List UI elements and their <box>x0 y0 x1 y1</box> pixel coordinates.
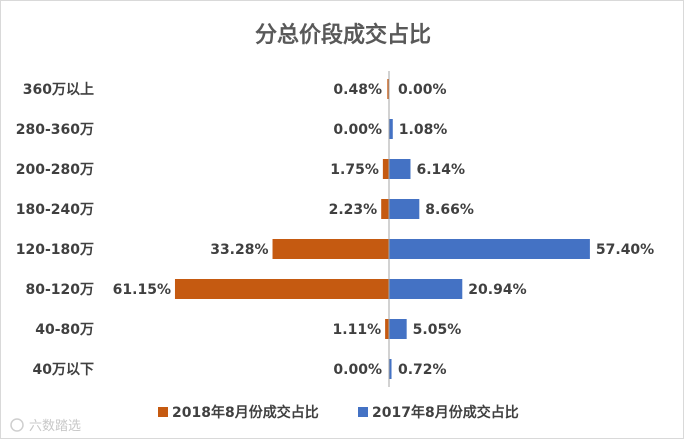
bar-2018 <box>387 79 389 99</box>
legend-swatch-2018 <box>158 407 168 417</box>
bar-2017 <box>389 279 463 299</box>
category-label: 200-280万 <box>16 162 94 178</box>
data-label-2018: 0.00% <box>333 362 382 378</box>
watermark-text: 六数踏选 <box>29 419 81 434</box>
bar-2018 <box>382 159 389 179</box>
data-label-2017: 5.05% <box>413 322 462 338</box>
data-label-2017: 0.72% <box>398 362 447 378</box>
bar-2018 <box>381 199 389 219</box>
data-label-2018: 1.11% <box>333 322 382 338</box>
bar-2018 <box>272 239 389 259</box>
bar-2017 <box>389 359 392 379</box>
bar-2017 <box>389 159 411 179</box>
legend-label-2018: 2018年8月份成交占比 <box>172 404 319 421</box>
bar-2017 <box>389 119 393 139</box>
data-label-2018: 1.75% <box>330 162 379 178</box>
category-label: 40万以下 <box>33 362 94 378</box>
chart-title: 分总价段成交占比 <box>255 22 431 48</box>
legend-swatch-2017 <box>358 407 368 417</box>
data-label-2017: 0.00% <box>398 82 447 98</box>
category-label: 40-80万 <box>35 322 94 338</box>
bar-2018 <box>174 279 389 299</box>
data-label-2018: 2.23% <box>329 202 378 218</box>
category-label: 80-120万 <box>25 282 94 298</box>
bar-2017 <box>389 239 590 259</box>
category-label: 280-360万 <box>16 122 94 138</box>
data-label-2018: 0.48% <box>333 82 382 98</box>
bar-2017 <box>389 319 407 339</box>
legend: 2018年8月份成交占比 2017年8月份成交占比 <box>158 404 519 421</box>
data-label-2017: 1.08% <box>399 122 448 138</box>
data-label-2018: 33.28% <box>210 242 268 258</box>
bar-2017 <box>389 199 420 219</box>
data-label-2017: 20.94% <box>468 282 526 298</box>
data-label-2018: 61.15% <box>113 282 171 298</box>
data-label-2017: 6.14% <box>416 162 465 178</box>
watermark: 六数踏选 <box>10 418 81 434</box>
data-label-2017: 8.66% <box>425 202 474 218</box>
category-label: 360万以上 <box>23 82 94 98</box>
category-label: 180-240万 <box>16 202 94 218</box>
bar-2018 <box>385 319 389 339</box>
data-label-2018: 0.00% <box>333 122 382 138</box>
category-label: 120-180万 <box>16 242 94 258</box>
watermark-logo-icon <box>10 418 24 432</box>
chart-rows: 360万以上 0.48% 0.00% 280-360万 0.00% 1.08% 200-28… <box>16 79 654 379</box>
legend-label-2017: 2017年8月份成交占比 <box>372 404 519 421</box>
data-label-2017: 57.40% <box>596 242 654 258</box>
